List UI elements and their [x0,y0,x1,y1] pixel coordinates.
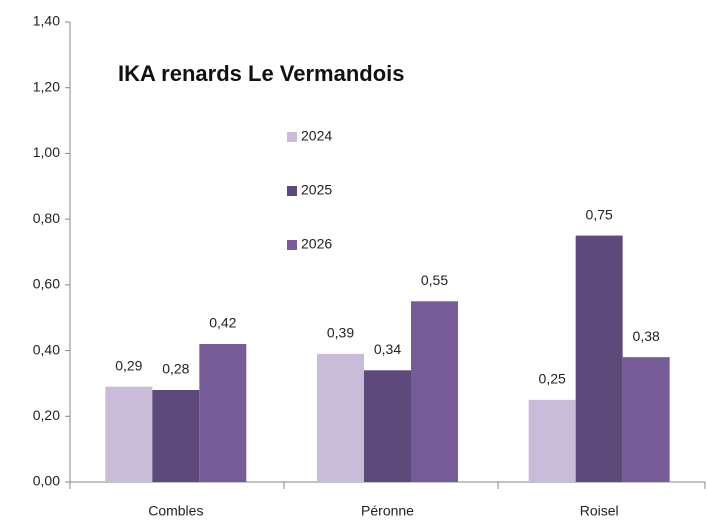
y-tick-label: 0,80 [33,210,60,226]
y-tick-label: 0,00 [33,473,60,489]
y-tick-label: 0,20 [33,407,60,423]
chart-title: IKA renards Le Vermandois [118,61,405,86]
legend-swatch [287,132,297,142]
legend-label: 2026 [301,236,332,252]
value-label: 0,25 [539,371,566,387]
value-label: 0,75 [586,206,613,222]
value-label: 0,38 [633,328,660,344]
bar [411,301,458,482]
value-label: 0,29 [115,357,142,373]
bar [575,235,623,482]
value-label: 0,55 [421,272,448,288]
value-label: 0,39 [327,325,354,341]
legend-label: 2024 [301,128,332,144]
y-tick-label: 0,40 [33,341,60,357]
legend-swatch [287,186,297,196]
bar [364,370,411,482]
y-tick-label: 1,20 [33,78,60,94]
bar [199,344,247,482]
legend-swatch [287,240,297,250]
x-tick-label: Péronne [361,503,414,519]
bar [105,386,153,482]
y-tick-label: 0,60 [33,276,60,292]
value-label: 0,42 [209,315,236,331]
value-label: 0,34 [374,341,401,357]
y-tick-label: 1,00 [33,144,60,160]
bar [152,390,200,482]
x-tick-label: Combles [148,503,203,519]
y-tick-label: 1,40 [33,13,60,29]
legend-label: 2025 [301,182,332,198]
bar [317,353,364,482]
x-tick-label: Roisel [580,503,619,519]
value-label: 0,28 [162,361,189,377]
bar [528,399,576,482]
bar [622,357,670,482]
